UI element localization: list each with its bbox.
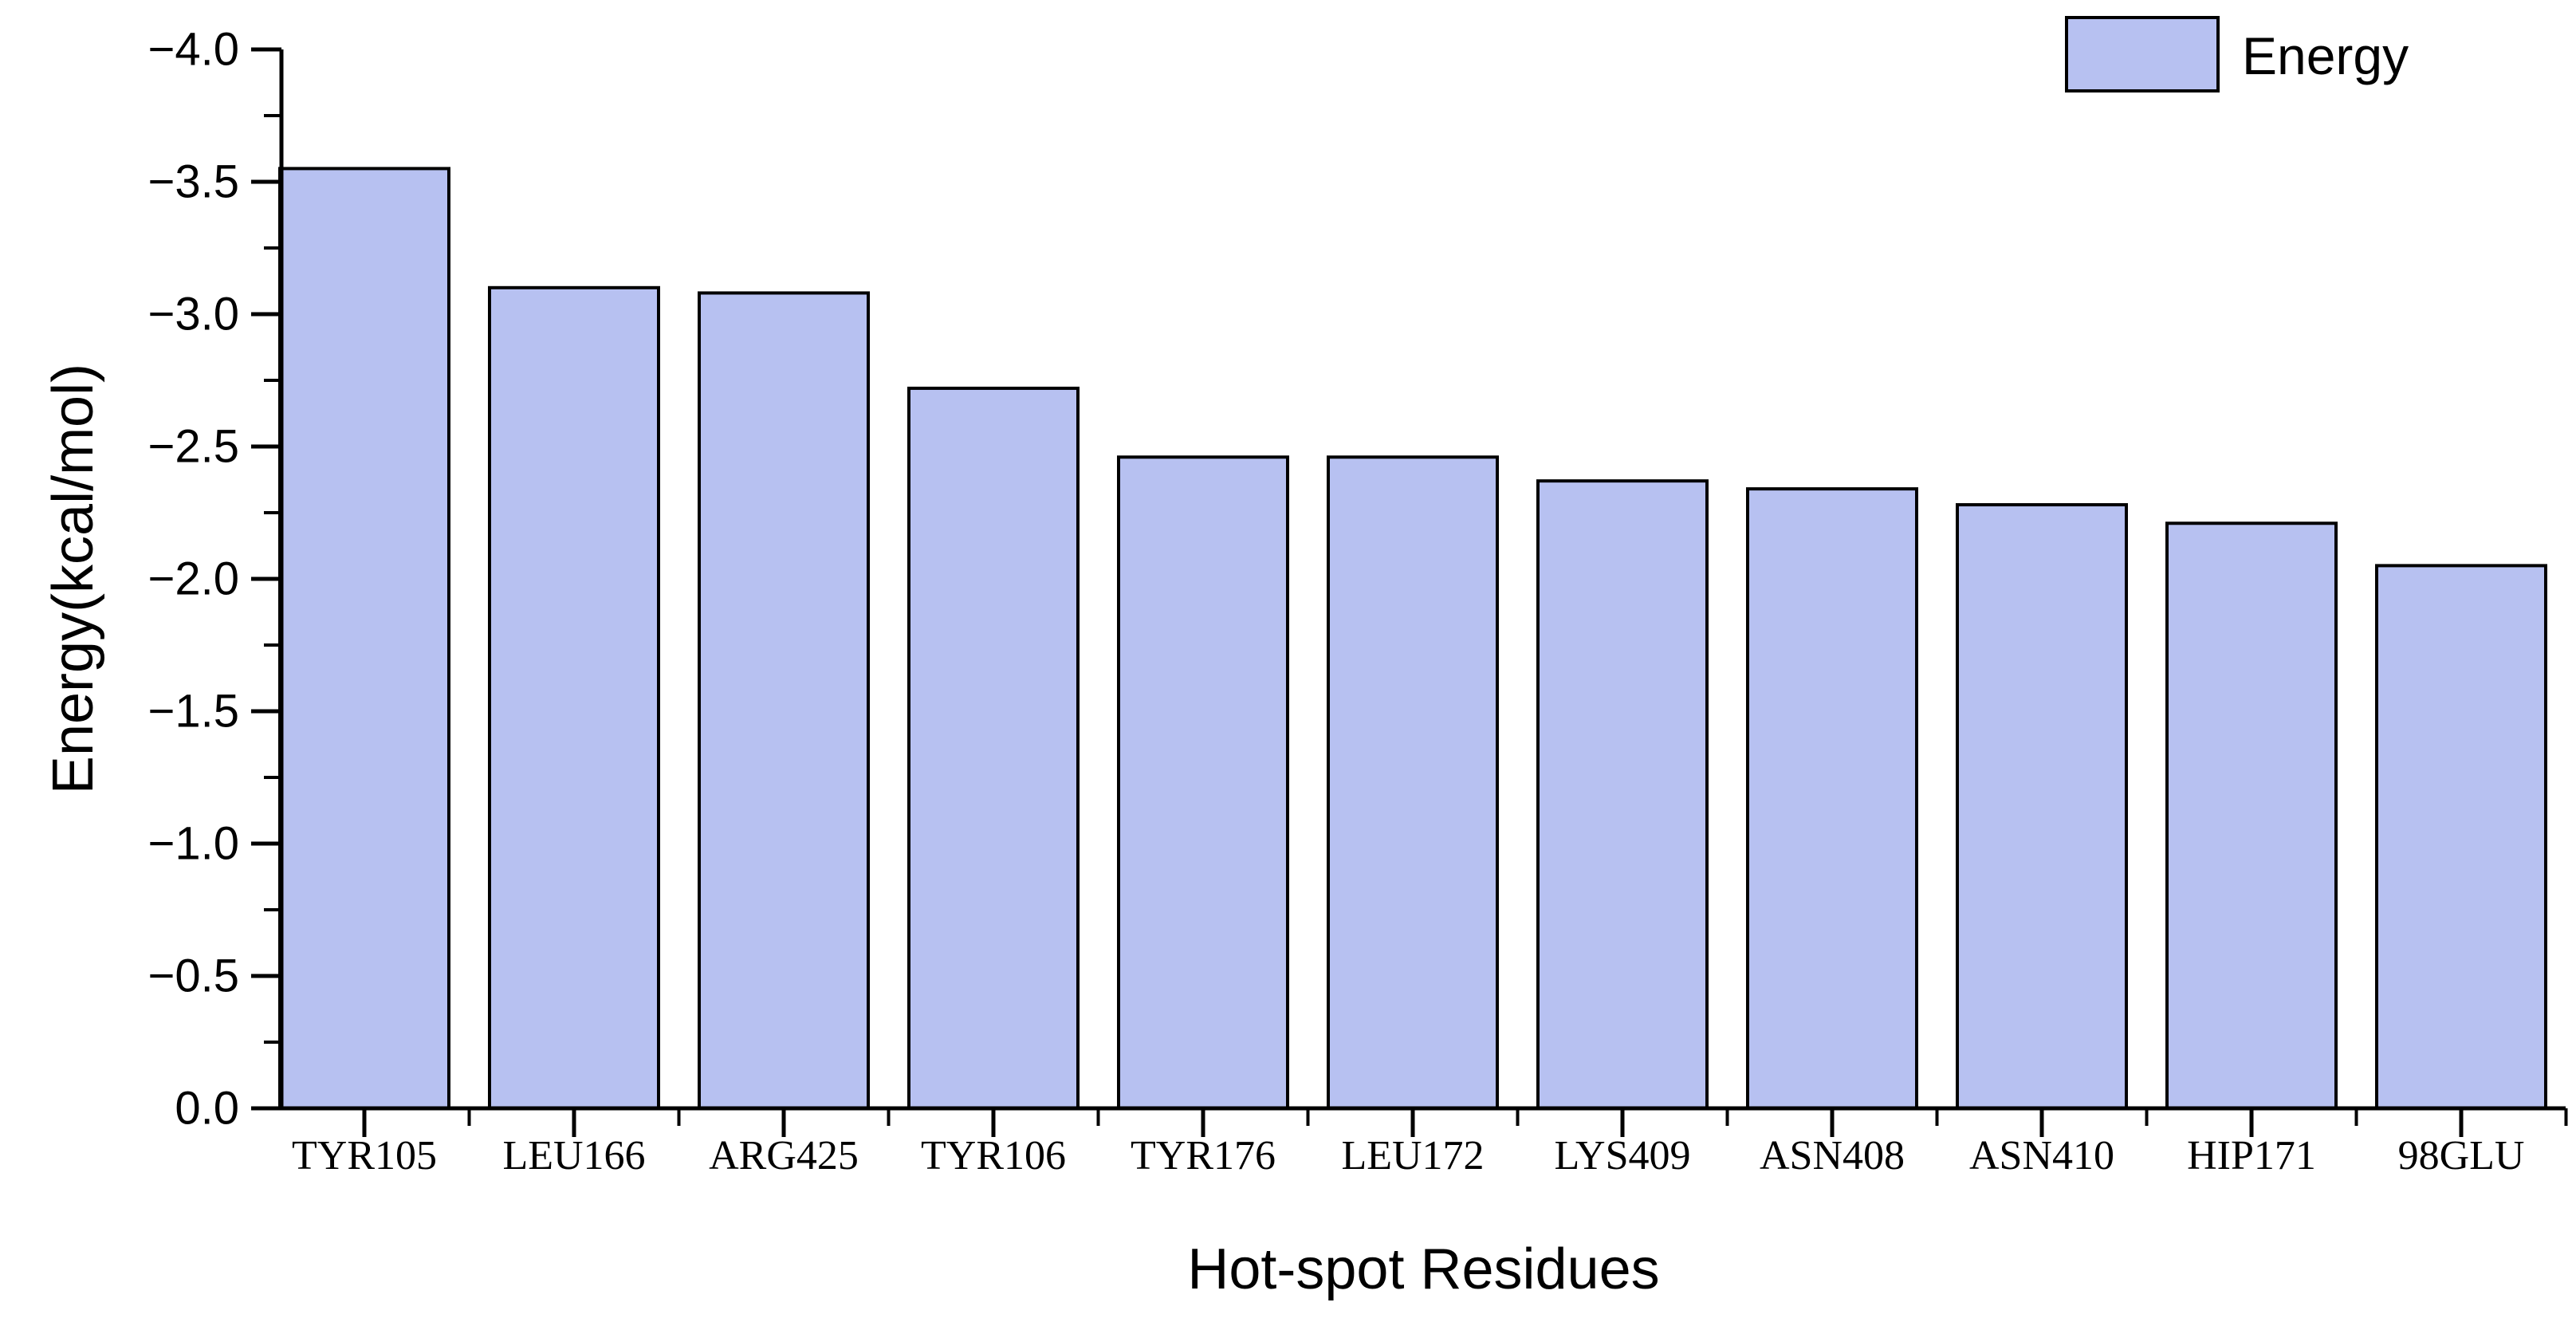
bar-asn410 xyxy=(1956,503,2128,1110)
category-label-asn410: ASN410 xyxy=(1969,1133,2114,1178)
category-label-tyr105: TYR105 xyxy=(292,1133,437,1178)
y-tick-label: −2.0 xyxy=(148,553,240,605)
bar-tyr176 xyxy=(1117,455,1289,1110)
x-axis-title: Hot-spot Residues xyxy=(1187,1237,1659,1301)
category-label-arg425: ARG425 xyxy=(709,1133,859,1178)
category-label-98glu: 98GLU xyxy=(2398,1133,2525,1178)
category-label-asn408: ASN408 xyxy=(1760,1133,1905,1178)
bar-asn408 xyxy=(1746,487,1918,1110)
category-label-lys409: LYS409 xyxy=(1554,1133,1690,1178)
bar-arg425 xyxy=(698,291,870,1110)
category-label-hip171: HIP171 xyxy=(2187,1133,2316,1178)
y-tick-label: 0.0 xyxy=(175,1083,239,1135)
y-tick-label: −0.5 xyxy=(148,950,240,1002)
bar-98glu xyxy=(2375,564,2547,1110)
y-axis-title: Energy(kcal/mol) xyxy=(41,364,105,794)
category-label-tyr106: TYR106 xyxy=(921,1133,1066,1178)
bar-leu172 xyxy=(1327,455,1499,1110)
y-tick-label: −1.5 xyxy=(148,686,240,738)
y-tick-label: −4.0 xyxy=(148,24,240,76)
y-tick-label: −3.5 xyxy=(148,156,240,208)
bar-lys409 xyxy=(1536,479,1709,1110)
legend-swatch xyxy=(2065,16,2220,92)
y-tick-label: −3.0 xyxy=(148,289,240,340)
bar-tyr105 xyxy=(278,167,450,1110)
legend-label: Energy xyxy=(2242,26,2409,85)
category-label-leu172: LEU172 xyxy=(1341,1133,1484,1178)
category-label-tyr176: TYR176 xyxy=(1131,1133,1276,1178)
bar-hip171 xyxy=(2165,521,2338,1110)
bar-leu166 xyxy=(488,285,660,1110)
bar-tyr106 xyxy=(907,386,1080,1110)
y-tick-label: −1.0 xyxy=(148,818,240,870)
y-tick-label: −2.5 xyxy=(148,421,240,473)
category-label-leu166: LEU166 xyxy=(502,1133,645,1178)
